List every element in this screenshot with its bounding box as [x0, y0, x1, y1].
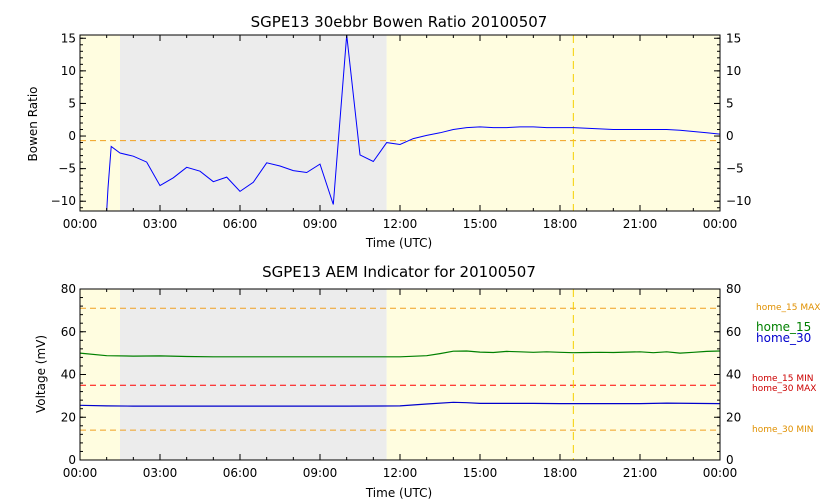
- y-axis-label: Bowen Ratio: [26, 87, 40, 162]
- y-tick-label-right: 15: [726, 31, 741, 45]
- y-tick-label: 20: [61, 410, 76, 424]
- x-tick-label: 21:00: [623, 217, 658, 231]
- x-axis-label: Time (UTC): [365, 486, 432, 500]
- y-ticks-left: 80 60 40 20 0: [61, 282, 86, 467]
- x-tick-label: 15:00: [463, 217, 498, 231]
- y-tick-label-right: 0: [726, 453, 734, 467]
- shading-band: [120, 289, 387, 460]
- y-tick-label-right: −5: [726, 162, 744, 176]
- night-shading: [80, 35, 720, 211]
- x-ticks: 00:00 03:00 06:00 09:00 12:00 15:00 18:00 21:00…: [63, 289, 738, 480]
- y-tick-label-right: 0: [726, 129, 734, 143]
- shading-band: [386, 289, 720, 460]
- x-tick-label: 00:00: [703, 466, 738, 480]
- x-axis-label: Time (UTC): [365, 236, 432, 250]
- series-home_15: [79, 350, 721, 358]
- threshold-label-home30-max: home_30 MAX: [752, 384, 816, 394]
- threshold-lines: [80, 307, 720, 431]
- x-tick-label: 06:00: [223, 217, 258, 231]
- y-tick-label-right: 10: [726, 64, 741, 78]
- shading-band: [386, 35, 720, 211]
- y-tick-label: −5: [58, 162, 76, 176]
- x-tick-label: 12:00: [383, 466, 418, 480]
- y-tick-label: 5: [68, 96, 76, 110]
- x-tick-label: 00:00: [63, 217, 98, 231]
- x-tick-label: 09:00: [303, 217, 338, 231]
- y-tick-label-right: −10: [726, 194, 751, 208]
- y-tick-label: 80: [61, 282, 76, 296]
- y-tick-label: −10: [51, 194, 76, 208]
- legend-home15: home_15: [756, 320, 811, 334]
- x-tick-label: 03:00: [143, 217, 178, 231]
- x-tick-label: 03:00: [143, 466, 178, 480]
- threshold-label-home30-min: home_30 MIN: [752, 425, 813, 435]
- shading-band: [80, 35, 120, 211]
- bowen-ratio-chart: SGPE13 30ebbr Bowen Ratio 20100507 00:00…: [26, 13, 751, 250]
- y-ticks-right: 80 60 40 20 0: [714, 282, 741, 467]
- threshold-label-home15-min: home_15 MIN: [752, 374, 813, 384]
- y-tick-label-right: 60: [726, 325, 741, 339]
- y-tick-label: 0: [68, 453, 76, 467]
- chart-title: SGPE13 30ebbr Bowen Ratio 20100507: [251, 13, 548, 31]
- chart-title: SGPE13 AEM Indicator for 20100507: [262, 263, 536, 281]
- threshold-label-home15-max: home_15 MAX: [756, 303, 820, 313]
- x-ticks: 00:00 03:00 06:00 09:00 12:00 15:00 18:00 21:00…: [63, 35, 738, 231]
- y-axis-label: Voltage (mV): [34, 335, 48, 413]
- night-shading: [80, 289, 720, 460]
- y-ticks-left: 15 10 5 0 −5 −10: [51, 31, 86, 209]
- shading-band: [80, 289, 120, 460]
- y-tick-label: 10: [61, 64, 76, 78]
- bowen-ratio-series: [106, 34, 721, 212]
- series-home_30: [79, 401, 721, 407]
- legend-home30: home_30: [756, 331, 811, 345]
- x-tick-label: 21:00: [623, 466, 658, 480]
- x-tick-label: 12:00: [383, 217, 418, 231]
- y-ticks-right: 15 10 5 0 −5 −10: [714, 31, 751, 209]
- y-tick-label: 60: [61, 325, 76, 339]
- y-tick-label-right: 20: [726, 410, 741, 424]
- voltage-series: [79, 350, 721, 407]
- x-tick-label: 06:00: [223, 466, 258, 480]
- x-tick-label: 09:00: [303, 466, 338, 480]
- y-tick-label: 40: [61, 368, 76, 382]
- y-tick-label-right: 40: [726, 368, 741, 382]
- x-tick-label: 15:00: [463, 466, 498, 480]
- x-tick-label: 00:00: [703, 217, 738, 231]
- x-tick-label: 18:00: [543, 217, 578, 231]
- aem-indicator-chart: SGPE13 AEM Indicator for 20100507 00:00 0…: [34, 263, 820, 500]
- y-tick-label: 0: [68, 129, 76, 143]
- y-tick-label: 15: [61, 31, 76, 45]
- y-tick-label-right: 5: [726, 96, 734, 110]
- x-tick-label: 18:00: [543, 466, 578, 480]
- y-tick-label-right: 80: [726, 282, 741, 296]
- x-tick-label: 00:00: [63, 466, 98, 480]
